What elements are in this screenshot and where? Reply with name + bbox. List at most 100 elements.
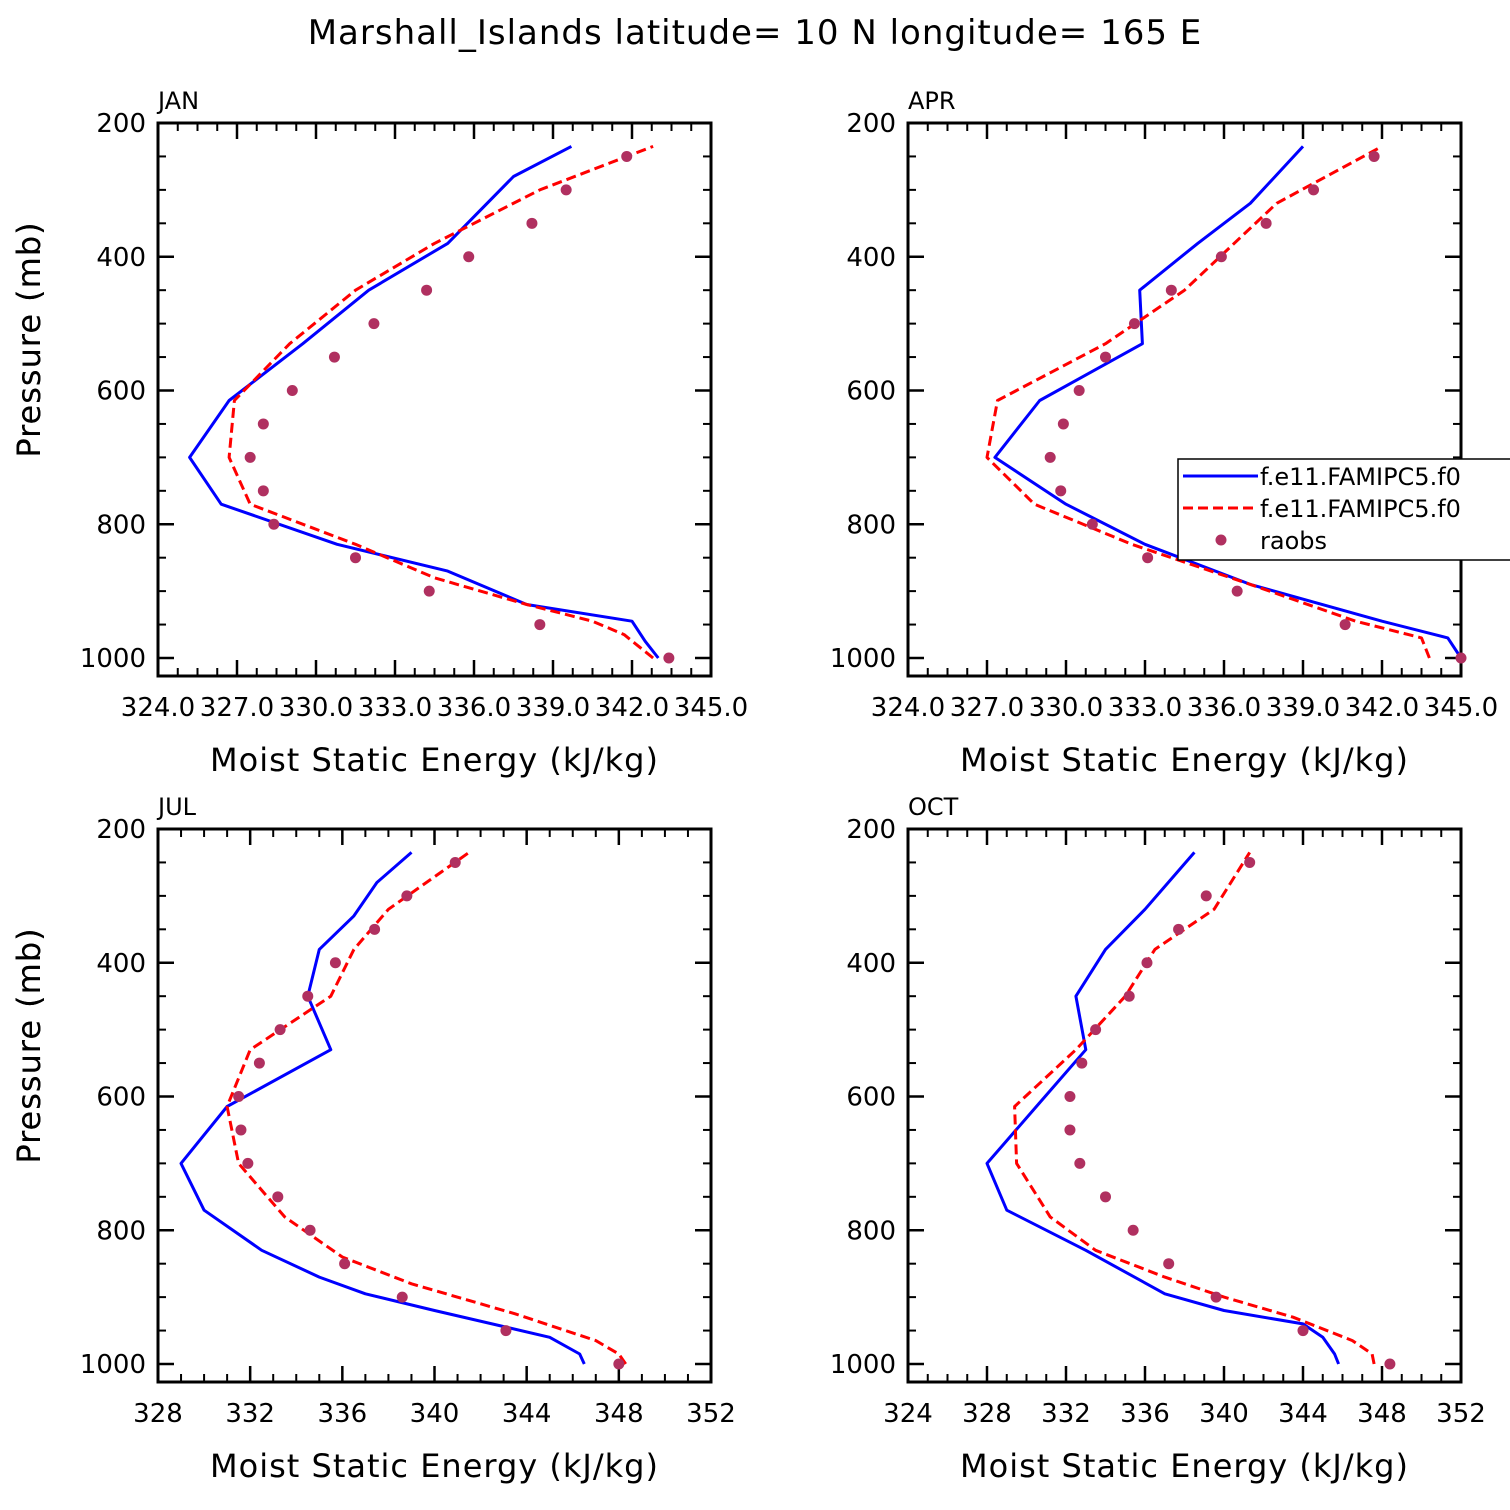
obs-point [350,552,361,564]
x-tick-label: 339.0 [516,693,590,723]
obs-point [613,1358,625,1370]
y-tick-label: 400 [96,949,146,979]
y-tick-label: 200 [846,815,896,845]
obs-point [272,1191,284,1203]
panel-oct: 200 400 600 800 1000 324 328 332 336 340 344 348 352… [10,793,1486,1485]
obs-point [1163,1258,1175,1270]
x-tick-label: 327.0 [950,693,1024,723]
obs-point [526,217,538,229]
obs-point [1044,451,1056,463]
model1-line [993,145,1463,659]
x-tick-label: 336 [318,1399,368,1429]
y-tick-label: 200 [846,109,896,139]
obs-point [421,284,433,296]
obs-point [304,1224,316,1236]
plot-frame [906,121,1463,678]
x-tick-label: 333.0 [358,693,432,723]
x-tick-label: 330.0 [279,693,353,723]
y-tick-label: 400 [846,243,896,273]
obs-point [242,1157,254,1169]
obs-point [274,1024,286,1036]
x-tick-label: 344 [1278,1399,1328,1429]
obs-point [328,351,340,363]
x-axis-title: Moist Static Energy (kJ/kg) [960,1447,1409,1485]
panel-title: JUL [156,793,197,821]
y-tick-label: 200 [96,815,146,845]
obs-point [1368,150,1380,162]
obs-point [663,652,675,664]
obs-point [449,856,461,868]
obs-point [268,518,280,530]
obs-point [1244,856,1256,868]
obs-point [329,957,341,969]
x-tick-label: 330.0 [1029,693,1103,723]
x-tick-label: 348 [594,1399,644,1429]
x-tick-label: 328 [962,1399,1012,1429]
obs-point [1165,284,1177,296]
obs-point [1128,318,1140,330]
model2-line [1013,851,1376,1365]
x-tick-label: 339.0 [1266,693,1340,723]
figure-title: Marshall_Islands latitude= 10 N longitud… [308,13,1203,53]
obs-point [534,619,546,631]
obs-point [257,418,269,430]
obs-point [1231,585,1243,597]
model1-line [188,145,660,659]
x-tick-label: 345.0 [1424,693,1498,723]
obs-point [1173,923,1185,935]
obs-point [368,318,380,330]
x-tick-label: 342.0 [595,693,669,723]
x-tick-label: 352 [686,1399,736,1429]
y-tick-label: 1000 [830,1350,896,1380]
x-tick-label: 344 [502,1399,552,1429]
obs-point [1073,385,1085,396]
x-tick-label: 324 [883,1399,933,1429]
obs-point [463,251,475,263]
model2-line [225,851,627,1365]
obs-point [339,1258,351,1270]
x-tick-label: 342.0 [1345,693,1419,723]
panel-title: APR [908,87,956,115]
x-tick-label: 336 [1120,1399,1170,1429]
obs-point [1297,1325,1309,1337]
legend-label: f.e11.FAMIPC5.f0 [1260,463,1461,491]
model1-line [179,851,586,1365]
y-tick-label: 600 [846,377,896,407]
x-tick-label: 324.0 [121,693,195,723]
obs-point [235,1124,247,1136]
obs-point [500,1325,512,1337]
obs-point [1074,1157,1086,1169]
obs-point [560,184,572,196]
model2-line [985,145,1431,659]
legend: f.e11.FAMIPC5.f0 f.e11.FAMIPC5.f0 raobs [1177,458,1510,561]
obs-point [401,890,413,902]
obs-point [1086,518,1098,530]
x-tick-label: 332 [225,1399,275,1429]
y-axis-title: Pressure (mb) [10,221,48,457]
x-axis-title: Moist Static Energy (kJ/kg) [210,1447,659,1485]
x-tick-label: 327.0 [200,693,274,723]
obs-point [1142,552,1154,564]
obs-point [1141,957,1153,969]
obs-point [286,385,298,396]
x-tick-label: 332 [1041,1399,1091,1429]
legend-label: f.e11.FAMIPC5.f0 [1260,495,1461,523]
y-tick-label: 600 [846,1083,896,1113]
model2-line [227,144,655,660]
obs-point [1210,1291,1222,1303]
x-axis-title: Moist Static Energy (kJ/kg) [960,741,1409,779]
y-tick-label: 400 [96,243,146,273]
panel-title: OCT [908,793,959,821]
y-tick-label: 800 [96,510,146,540]
y-tick-label: 1000 [830,644,896,674]
panel-jul: 200 400 600 800 1000 328 332 336 340 344 348 352 JUL… [10,793,736,1485]
obs-point [1064,1091,1076,1102]
y-tick-label: 200 [96,109,146,139]
y-tick-label: 1000 [80,644,146,674]
obs-point [621,150,633,162]
y-tick-label: 400 [846,949,896,979]
obs-point [369,923,381,935]
y-tick-label: 600 [96,377,146,407]
obs-point [1064,1124,1076,1136]
